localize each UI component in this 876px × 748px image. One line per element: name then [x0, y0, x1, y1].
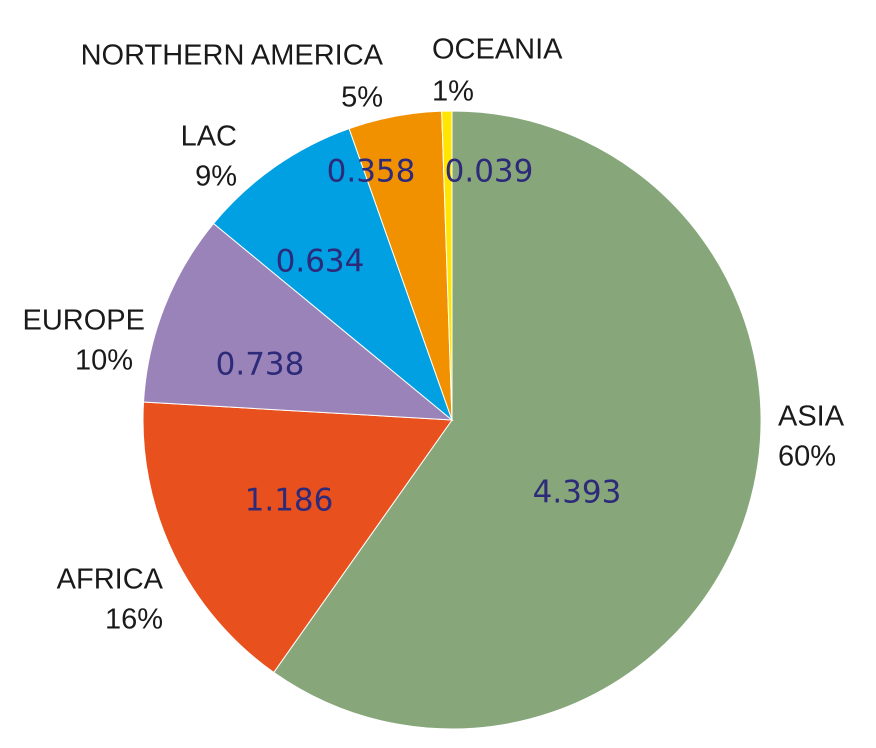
category-label-northern-america: NORTHERN AMERICA: [81, 40, 384, 72]
percent-label-northern-america: 5%: [341, 82, 383, 114]
percent-label-oceania: 1%: [432, 76, 474, 108]
percent-label-europe: 10%: [75, 345, 133, 377]
pie-slices: [142, 110, 762, 730]
slice-europe: [142, 222, 454, 421]
category-label-lac: LAC: [181, 121, 237, 153]
percent-label-asia: 60%: [778, 441, 836, 473]
percent-label-lac: 9%: [195, 161, 237, 193]
slice-lac: [212, 127, 454, 422]
category-label-oceania: OCEANIA: [432, 34, 563, 66]
category-label-asia: ASIA: [778, 401, 845, 433]
category-label-europe: EUROPE: [23, 305, 145, 337]
value-label-oceania: 0.039: [445, 154, 534, 190]
value-label-northern-america: 0.358: [327, 154, 416, 190]
value-label-europe: 0.738: [216, 347, 305, 383]
category-labels: ASIA 60% AFRICA 16% EUROPE 10% LAC 9% NORTHERN A…: [23, 34, 845, 636]
slice-oceania: [441, 110, 453, 421]
value-label-asia: 4.393: [533, 475, 622, 511]
value-label-africa: 1.186: [245, 483, 334, 519]
slice-asia: [273, 110, 762, 730]
percent-label-africa: 16%: [105, 604, 163, 636]
slice-africa: [142, 401, 453, 674]
value-labels: 4.393 1.186 0.738 0.634 0.358 0.039: [216, 154, 622, 519]
value-label-lac: 0.634: [276, 244, 365, 280]
category-label-africa: AFRICA: [57, 564, 164, 596]
